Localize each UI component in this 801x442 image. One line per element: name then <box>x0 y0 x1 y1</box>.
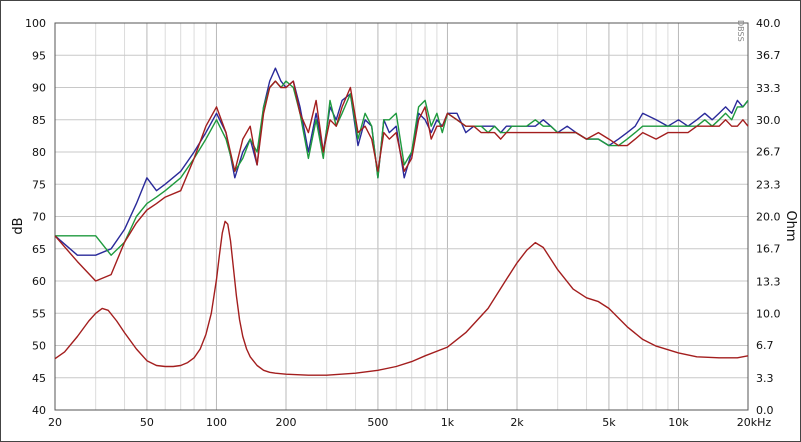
y-right-tick-label: 13.3 <box>756 275 781 288</box>
y-axis-left-label: dB <box>11 217 26 234</box>
y-left-tick-label: 95 <box>32 49 46 62</box>
y-left-tick-labels: 40 45 50 55 60 65 70 75 80 85 90 95 100 <box>25 17 46 417</box>
y-left-tick-label: 50 <box>32 340 46 353</box>
response-line-3 <box>54 80 749 282</box>
side-mark: DBSS <box>736 20 745 42</box>
x-tick-label: 200 <box>276 416 297 429</box>
y-left-tick-label: 60 <box>32 275 46 288</box>
y-right-tick-label: 33.3 <box>756 82 781 95</box>
impedance-line <box>54 220 749 376</box>
x-tick-label: 10k <box>668 416 689 429</box>
y-left-tick-label: 45 <box>32 372 46 385</box>
response-line-2 <box>55 80 749 256</box>
y-right-tick-label: 36.7 <box>756 49 781 62</box>
x-tick-label: 500 <box>367 416 388 429</box>
x-tick-label: 100 <box>206 416 227 429</box>
y-right-tick-label: 30.0 <box>756 114 781 127</box>
y-left-tick-label: 90 <box>32 82 46 95</box>
x-tick-label: 2k <box>510 416 524 429</box>
y-right-tick-label: 40.0 <box>756 17 781 30</box>
x-tick-label: 1k <box>441 416 455 429</box>
y-left-tick-label: 65 <box>32 243 46 256</box>
x-tick-label: 5k <box>602 416 616 429</box>
y-left-tick-label: 55 <box>32 307 46 320</box>
y-left-tick-label: 80 <box>32 146 46 159</box>
y-left-tick-label: 40 <box>32 404 46 417</box>
grid <box>54 22 749 411</box>
x-tick-labels: 20 50 100 200 500 1k 2k 5k 10k 20kHz <box>48 416 771 429</box>
series-layer <box>54 67 749 376</box>
response-line-1 <box>54 67 749 256</box>
y-right-tick-labels: 0.0 3.3 6.7 10.0 13.3 16.7 20.0 23.3 26.7 30.0 33.… <box>756 17 781 417</box>
y-left-tick-label: 100 <box>25 17 46 30</box>
plot-area <box>54 22 749 411</box>
x-tick-label: 20 <box>48 416 62 429</box>
y-left-tick-label: 85 <box>32 114 46 127</box>
y-right-tick-label: 26.7 <box>756 146 781 159</box>
y-axis-right-label: Ohm <box>783 210 798 241</box>
y-right-tick-label: 23.3 <box>756 179 781 192</box>
y-right-tick-label: 10.0 <box>756 307 781 320</box>
x-tick-label: 50 <box>140 416 154 429</box>
y-right-tick-label: 6.7 <box>756 339 774 352</box>
y-right-tick-label: 20.0 <box>756 211 781 224</box>
y-left-tick-label: 70 <box>32 211 46 224</box>
y-right-tick-label: 16.7 <box>756 242 781 255</box>
x-tick-label: 20kHz <box>737 416 772 429</box>
y-left-tick-label: 75 <box>32 178 46 191</box>
y-right-tick-label: 3.3 <box>756 372 774 385</box>
y-right-tick-label: 0.0 <box>756 404 774 417</box>
